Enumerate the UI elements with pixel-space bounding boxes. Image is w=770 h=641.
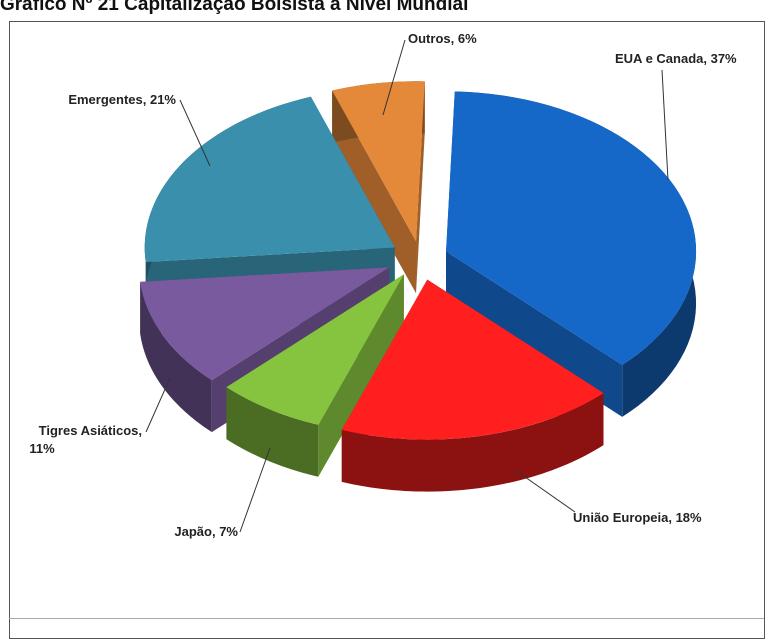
pie-slice-top xyxy=(144,96,395,262)
pie-slice-1 xyxy=(341,279,604,492)
slice-label: Japão, 7% xyxy=(174,524,238,539)
chart-frame-divider xyxy=(9,618,764,619)
slice-label: EUA e Canada, 37% xyxy=(615,51,737,66)
pie-slice-top xyxy=(446,91,697,365)
pie-slice-rim xyxy=(226,387,319,477)
leader-line xyxy=(179,99,211,167)
slice-label: União Europeia, 18% xyxy=(573,510,702,525)
pie-slice-top xyxy=(332,81,425,242)
slice-label: Outros, 6% xyxy=(408,31,477,46)
pie-slice-wall xyxy=(416,81,425,294)
pie-slice-5 xyxy=(332,81,425,294)
pie-slice-rim xyxy=(341,393,604,492)
leader-line xyxy=(661,69,669,181)
slice-label: Tigres Asiáticos, 11% xyxy=(29,423,142,456)
pie-slice-top xyxy=(341,279,604,440)
pie-slice-rim xyxy=(140,281,212,433)
pie-slice-top xyxy=(140,267,390,381)
pie-slice-top xyxy=(226,274,404,425)
pie-slice-wall xyxy=(446,251,623,417)
pie-slice-wall xyxy=(332,90,417,294)
slice-label: Emergentes, 21% xyxy=(68,92,176,107)
pie-slice-2 xyxy=(226,274,404,477)
chart-title: Gráfico Nº 21 Capitalização Bolsista a N… xyxy=(0,0,469,15)
leader-line xyxy=(514,469,576,513)
leader-line xyxy=(145,377,171,433)
pie-slice-0 xyxy=(446,91,697,417)
leader-line xyxy=(382,39,406,116)
leader-line xyxy=(239,447,271,533)
